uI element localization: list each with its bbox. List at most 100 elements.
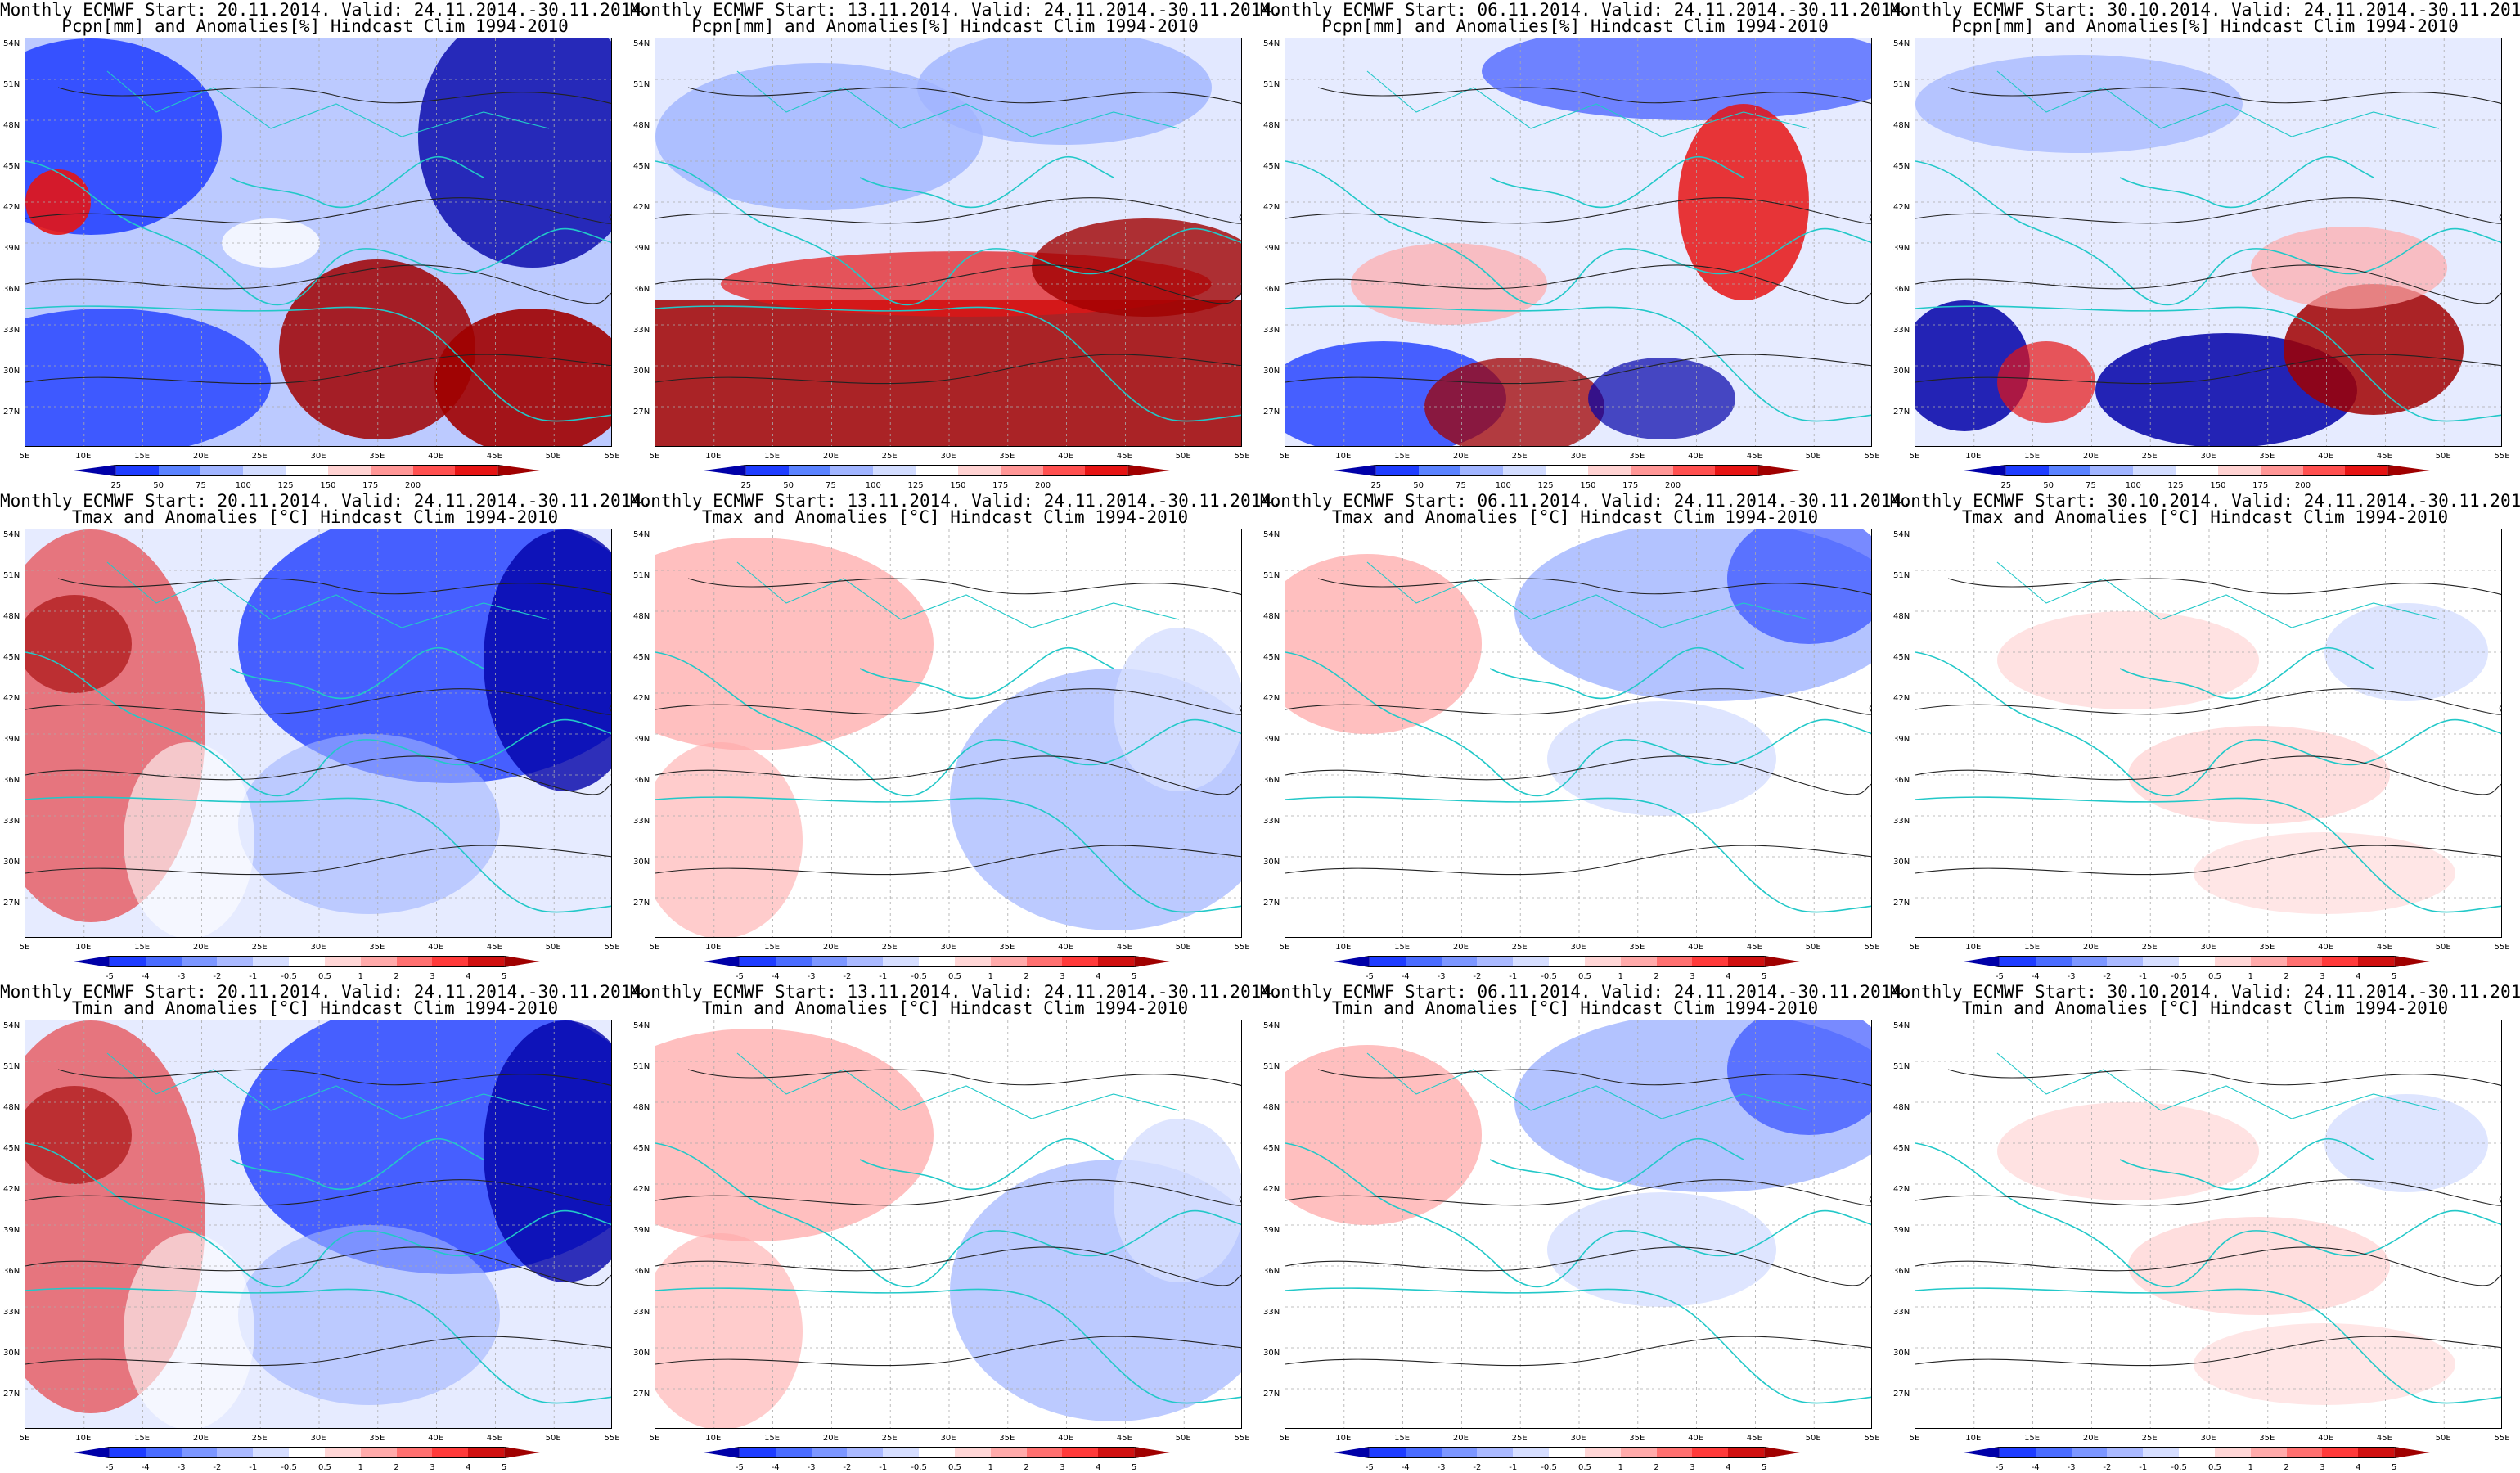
lon-tick-label: 20E: [822, 452, 839, 461]
colorbar-segment: [2260, 465, 2303, 476]
colorbar-segment: [396, 1447, 433, 1458]
lon-tick-label: 30E: [940, 943, 956, 952]
lat-tick-label: 45N: [633, 653, 650, 662]
lat-tick-label: 54N: [1893, 39, 1910, 48]
border-line: [106, 1052, 550, 1119]
contour-line: [1915, 197, 2501, 224]
colorbar-label: 1: [358, 1463, 363, 1472]
colorbar-segment: [2322, 1447, 2359, 1458]
anomaly-blob: [25, 595, 132, 693]
lon-tick-label: 15E: [2024, 943, 2041, 952]
lon-tick-label: 20E: [2082, 943, 2099, 952]
colorbar-segment: [1620, 1447, 1657, 1458]
panel-title: Monthly ECMWF Start: 13.11.2014. Valid: …: [630, 982, 1282, 1002]
lat-tick-label: 54N: [3, 1021, 20, 1030]
lat-tick-label: 48N: [1893, 1103, 1910, 1112]
colorbar-label: 2: [394, 1463, 399, 1472]
anomaly-blob: [238, 734, 500, 914]
colorbar: [74, 1447, 540, 1458]
map-svg: [655, 1020, 1241, 1428]
colorbar-label: 4: [2356, 972, 2361, 981]
lon-tick-label: 25E: [1511, 943, 1528, 952]
contour-line: [25, 354, 611, 385]
lon-tick-label: 45E: [2376, 943, 2392, 952]
map-canvas: [1915, 38, 2502, 447]
lon-tick-label: 45E: [1746, 1434, 1762, 1443]
anomaly-blob: [1997, 611, 2259, 709]
lon-tick-label: 55E: [604, 452, 620, 461]
coastline: [1285, 305, 1871, 422]
colorbar-label: 0.5: [317, 1463, 331, 1472]
colorbar-segment: [847, 1447, 884, 1458]
colorbar-label: 175: [992, 481, 1009, 490]
lat-tick-label: 39N: [3, 1226, 20, 1235]
lat-tick-label: 33N: [1263, 326, 1280, 335]
lat-tick-label: 39N: [633, 1226, 650, 1235]
colorbar-label: 175: [362, 481, 379, 490]
colorbar-segment: [1098, 1447, 1135, 1458]
lon-tick-label: 25E: [2141, 943, 2158, 952]
lat-tick-label: 42N: [1263, 203, 1280, 212]
colorbar-label: -0.5: [281, 972, 297, 981]
map-canvas: [655, 529, 1242, 938]
contour-line: [687, 1069, 1241, 1087]
map-svg: [1915, 1020, 2501, 1428]
lon-tick-label: 25E: [251, 943, 268, 952]
lat-tick-label: 42N: [3, 694, 20, 703]
panel-title: Monthly ECMWF Start: 13.11.2014. Valid: …: [630, 0, 1282, 20]
coastline: [1489, 155, 1744, 209]
colorbar-segment: [873, 465, 916, 476]
colorbar-segment: [145, 1447, 182, 1458]
colorbar-label: 1: [2248, 972, 2253, 981]
colorbar-label: 3: [430, 972, 435, 981]
map-svg: [655, 529, 1241, 937]
colorbar-segment: [1134, 956, 1170, 967]
colorbar-segment: [1656, 956, 1693, 967]
border-line: [1996, 70, 2440, 137]
colorbar-segment: [2133, 465, 2176, 476]
colorbar-segment: [455, 465, 498, 476]
lon-tick-label: 20E: [1452, 943, 1469, 952]
map-panel: Monthly ECMWF Start: 20.11.2014. Valid: …: [0, 0, 652, 491]
colorbar-label: 3: [2320, 972, 2325, 981]
colorbar-segment: [957, 465, 1001, 476]
contour-line: [1915, 264, 2501, 304]
lat-tick-label: 33N: [1893, 817, 1910, 826]
colorbar-segment: [2035, 956, 2072, 967]
colorbar-segment: [1549, 1447, 1585, 1458]
lat-tick-label: 39N: [1263, 1226, 1280, 1235]
colorbar-segment: [1405, 1447, 1442, 1458]
coastline: [655, 1287, 1241, 1404]
lon-tick-label: 55E: [1864, 1434, 1880, 1443]
anomaly-blob: [279, 259, 475, 439]
colorbar-segment: [253, 1447, 290, 1458]
lat-tick-label: 33N: [3, 326, 20, 335]
colorbar-segment: [2048, 465, 2091, 476]
colorbar-segment: [1964, 956, 2000, 967]
lon-tick-label: 50E: [1805, 1434, 1821, 1443]
colorbar-label: -5: [1365, 972, 1374, 981]
coastline: [1915, 1287, 2501, 1404]
contour-line: [1285, 264, 1871, 304]
colorbar-segment: [286, 465, 328, 476]
lon-tick-label: 45E: [486, 1434, 502, 1443]
anomaly-blob: [655, 63, 983, 210]
coastline: [1915, 1142, 2501, 1288]
colorbar-segment: [2286, 956, 2323, 967]
colorbar-label: 75: [1456, 481, 1466, 490]
colorbar-segment: [74, 465, 116, 476]
lon-tick-label: 40E: [1058, 1434, 1074, 1443]
colorbar-segment: [1757, 465, 1800, 476]
contour-line: [1915, 755, 2501, 795]
colorbar-segment: [919, 956, 955, 967]
colorbar-label: 3: [1690, 972, 1695, 981]
lon-tick-label: 35E: [1629, 1434, 1645, 1443]
lat-tick-label: 51N: [633, 80, 650, 89]
lat-tick-label: 42N: [1263, 694, 1280, 703]
lat-tick-label: 45N: [633, 162, 650, 171]
map-svg: [25, 1020, 611, 1428]
colorbar-label: 50: [783, 481, 794, 490]
colorbar-label: 200: [404, 481, 421, 490]
border-line: [1366, 1052, 1810, 1119]
colorbar-segment: [745, 465, 789, 476]
